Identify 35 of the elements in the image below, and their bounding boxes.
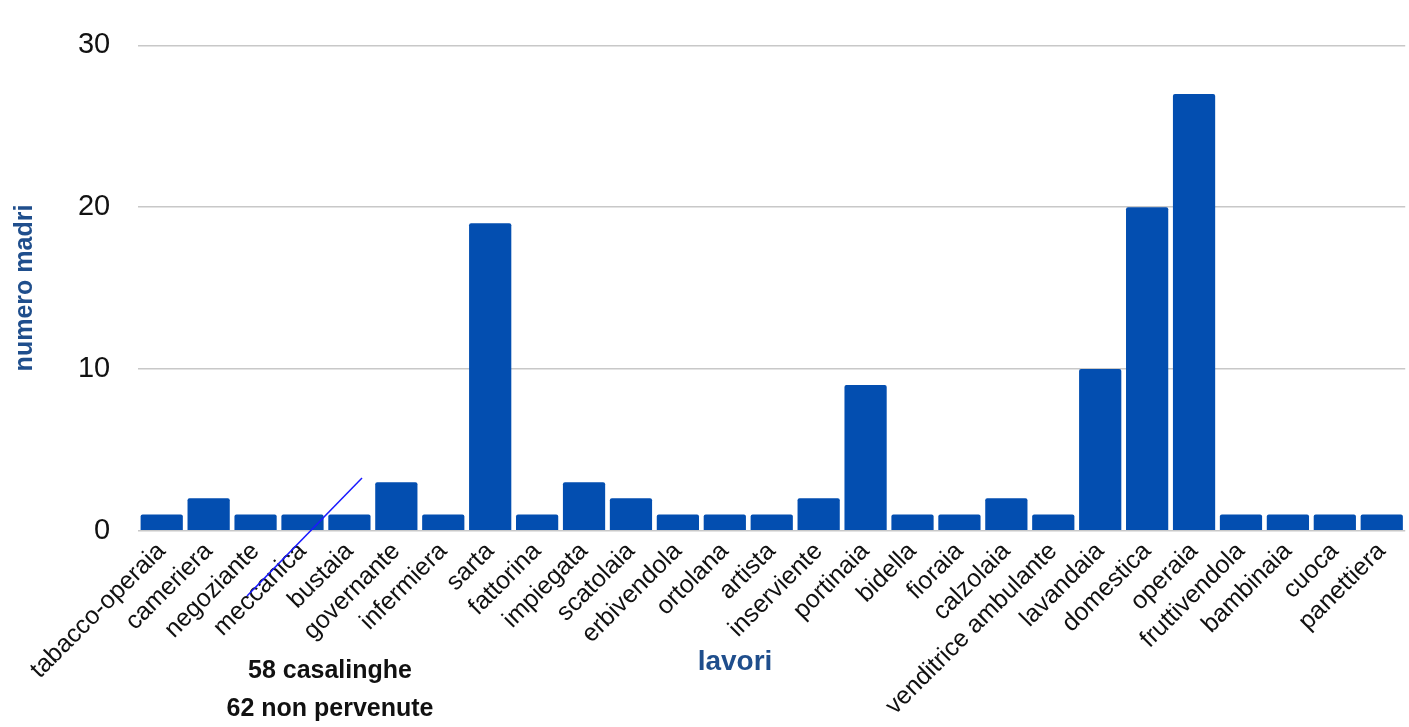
bar	[281, 514, 324, 530]
bar	[938, 514, 981, 530]
bar	[469, 223, 512, 530]
text: 58 casalinghe	[247, 654, 413, 685]
bar	[562, 482, 606, 530]
x-axis-title: lavori	[697, 645, 773, 677]
bar	[375, 482, 418, 530]
bar	[985, 498, 1028, 530]
bar	[703, 514, 746, 530]
y-tick-label: 0	[94, 512, 111, 545]
bar	[1172, 93, 1216, 530]
bar	[1219, 514, 1263, 530]
text: 62 non pervenute	[226, 692, 434, 723]
bar	[891, 514, 934, 530]
bar	[234, 514, 277, 530]
bar	[516, 514, 559, 530]
bar	[1079, 368, 1122, 530]
bar	[140, 514, 183, 530]
bar	[328, 514, 371, 530]
bar	[1126, 207, 1169, 530]
y-tick-label: 30	[77, 27, 111, 60]
y-axis-title: numero madri	[8, 204, 37, 372]
bar	[187, 498, 230, 530]
bar	[609, 498, 653, 530]
y-tick-label: 10	[77, 350, 111, 383]
bar	[656, 514, 699, 530]
bar	[422, 514, 465, 530]
bar	[1266, 514, 1310, 530]
bar	[1032, 514, 1075, 530]
bar	[750, 514, 793, 530]
bar	[844, 385, 887, 530]
bar	[1313, 514, 1356, 530]
y-tick-label: 20	[77, 189, 111, 222]
bar	[1360, 514, 1403, 530]
bar	[797, 498, 840, 530]
